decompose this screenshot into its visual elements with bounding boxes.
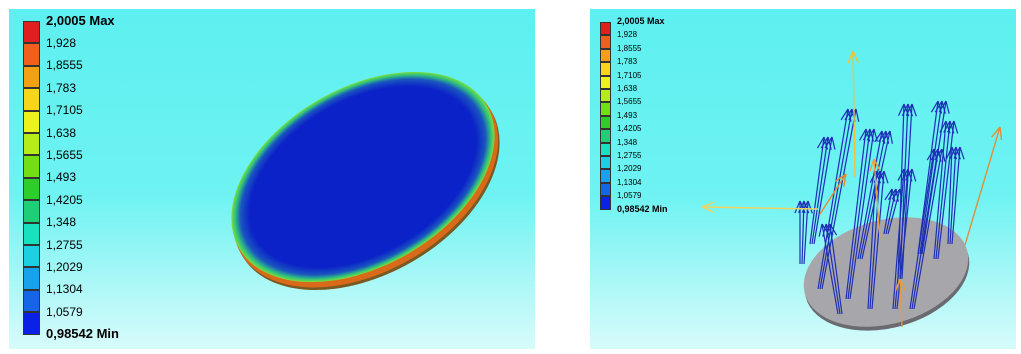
legend-label: 1,7105: [617, 70, 642, 80]
legend-label: 1,493: [617, 110, 638, 120]
legend-label: 1,2755: [617, 151, 642, 161]
force-vector-arrow: [813, 136, 836, 245]
disk-face: [231, 71, 495, 283]
reaction-vector-arrow: [894, 278, 907, 328]
force-vector-arrow: [887, 188, 903, 235]
force-vector-arrow: [937, 120, 959, 260]
legend-label: 1,5655: [617, 97, 642, 107]
legend-label: 1,783: [617, 57, 638, 67]
legend-swatch: [23, 21, 40, 44]
legend-swatch: [600, 35, 611, 49]
reaction-vector-arrow: [701, 201, 819, 213]
legend-swatch: [600, 156, 611, 170]
force-vector-arrow: [825, 223, 843, 315]
legend-label: 1,4205: [46, 192, 83, 207]
legend-label: 0,98542 Min: [46, 326, 119, 342]
force-vector-arrow: [801, 200, 813, 265]
force-vector-arrow: [951, 146, 965, 245]
force-vector-arrow: [896, 168, 917, 310]
legend-label: 1,348: [617, 137, 638, 147]
legend-swatch: [23, 155, 40, 178]
reaction-vector-arrow: [819, 173, 847, 215]
legend-swatch: [23, 289, 40, 313]
legend-swatch: [23, 88, 40, 111]
reaction-vector-arrow: [964, 126, 1003, 246]
legend-swatch: [23, 222, 40, 245]
legend-swatch: [600, 129, 611, 143]
legend-label: 1,638: [617, 84, 638, 94]
legend-swatch: [600, 169, 611, 183]
legend-swatch: [600, 196, 611, 210]
disk-contour-plot: [231, 71, 500, 291]
legend-label: 1,2029: [617, 164, 642, 174]
legend-swatch: [23, 200, 40, 223]
contour-viewport[interactable]: 2,0005 Max 1,928 1,8555 1,783 1,7105 1,638 1,5…: [9, 9, 535, 349]
legend-swatch: [600, 142, 611, 156]
legend-swatch: [23, 245, 40, 268]
legend-label: 1,8555: [46, 58, 83, 73]
legend-swatch: [600, 182, 611, 197]
legend-swatch: [23, 43, 40, 66]
legend-swatch: [23, 177, 40, 201]
legend-label: 1,4205: [617, 124, 642, 134]
legend-label: 1,5655: [46, 147, 83, 162]
legend-swatch: [600, 48, 611, 63]
legend-swatch: [600, 75, 611, 89]
legend-label: 1,783: [46, 80, 77, 95]
legend-label: 1,2755: [46, 237, 83, 252]
legend-swatch: [23, 65, 40, 89]
legend-swatch: [600, 102, 611, 116]
legend-label: 1,0579: [617, 191, 642, 201]
legend-swatch: [23, 312, 40, 335]
disk-vector-plot: [701, 50, 1003, 331]
legend-label: 1,348: [46, 215, 77, 230]
legend-label: 2,0005 Max: [617, 16, 665, 27]
legend-swatch: [600, 62, 611, 76]
legend-swatch: [23, 133, 40, 156]
legend-label: 0,98542 Min: [617, 203, 668, 214]
legend-label: 1,1304: [46, 282, 83, 297]
legend-swatch: [23, 267, 40, 290]
legend-label: 1,928: [617, 30, 638, 40]
legend-label: 1,2029: [46, 259, 83, 274]
disk-top: [803, 217, 969, 327]
legend-swatch: [600, 89, 611, 103]
legend-label: 1,638: [46, 125, 77, 140]
reaction-vector-arrow: [869, 158, 881, 240]
legend-label: 1,493: [46, 170, 77, 185]
legend-label: 1,0579: [46, 304, 83, 319]
vector-viewport[interactable]: 2,0005 Max 1,928 1,8555 1,783 1,7105 1,638 1,5…: [590, 9, 1016, 349]
reaction-vector-arrow: [847, 50, 859, 178]
legend-swatch: [600, 115, 611, 130]
force-vector-arrow: [921, 100, 950, 255]
legend-label: 1,7105: [46, 103, 83, 118]
force-vector-arrow: [871, 170, 889, 310]
legend-swatch: [23, 110, 40, 133]
legend-label: 2,0005 Max: [46, 12, 115, 28]
legend-label: 1,928: [46, 35, 77, 50]
legend-label: 1,1304: [617, 177, 642, 187]
legend-label: 1,8555: [617, 43, 642, 53]
legend-swatch: [600, 22, 611, 36]
